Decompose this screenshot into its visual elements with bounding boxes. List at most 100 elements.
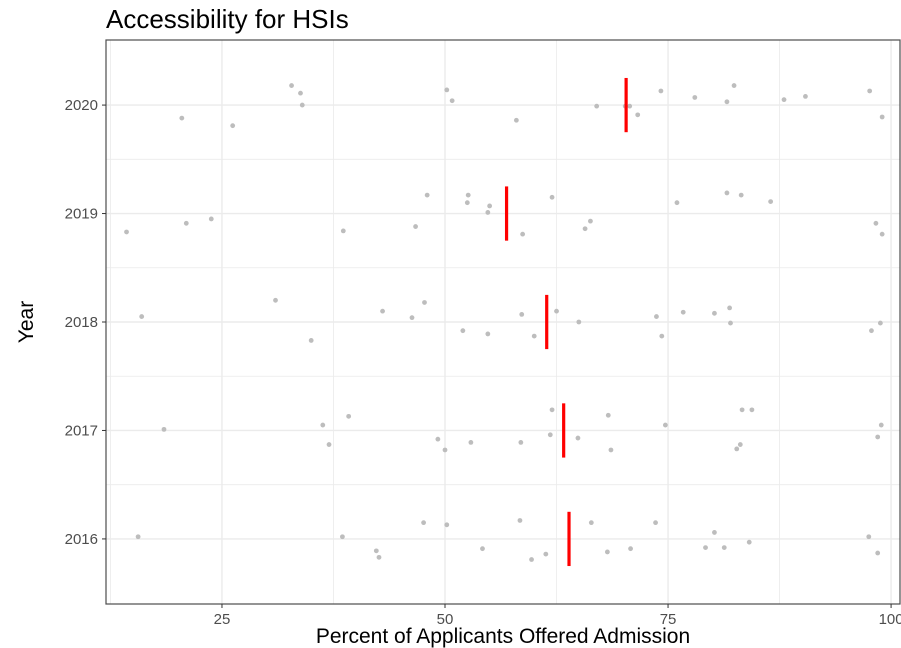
data-point <box>659 333 665 339</box>
data-point <box>549 194 555 200</box>
data-point <box>588 218 593 224</box>
data-point <box>485 210 491 215</box>
data-point <box>608 447 614 453</box>
data-point <box>803 94 808 99</box>
data-point <box>781 97 787 103</box>
data-point <box>554 308 559 314</box>
data-point <box>413 224 418 229</box>
data-point <box>435 436 441 442</box>
data-point <box>183 220 189 226</box>
data-point <box>724 190 730 196</box>
data-point <box>724 99 730 105</box>
data-point <box>604 549 610 555</box>
data-point <box>692 95 698 100</box>
y-tick-label: 2019 <box>65 206 98 223</box>
data-point <box>594 103 600 109</box>
data-point <box>179 115 185 121</box>
data-point <box>513 117 519 123</box>
data-point <box>531 333 537 339</box>
major-gridlines <box>106 40 900 604</box>
y-tick-label: 2018 <box>65 314 98 331</box>
data-point <box>627 103 633 109</box>
data-point <box>738 192 744 198</box>
data-point <box>373 548 379 554</box>
data-point <box>289 83 294 88</box>
data-point <box>298 90 303 96</box>
y-tick-label: 2020 <box>65 97 98 114</box>
data-point <box>731 83 737 88</box>
data-point <box>869 328 874 334</box>
data-point <box>518 439 524 445</box>
data-point <box>721 545 727 550</box>
y-tick-label: 2017 <box>65 422 98 439</box>
y-axis: 2016 2017 2018 2019 2020 <box>65 97 106 548</box>
data-point <box>380 308 385 314</box>
data-point <box>517 518 523 523</box>
data-point <box>712 530 717 535</box>
data-point <box>340 534 345 540</box>
x-tick-label: 75 <box>660 611 677 628</box>
data-point <box>873 220 879 226</box>
data-point <box>230 123 236 129</box>
data-point <box>867 88 873 94</box>
data-point <box>465 192 471 198</box>
data-point <box>340 228 346 234</box>
data-point <box>628 546 633 552</box>
data-point <box>877 320 883 326</box>
data-point <box>139 314 145 319</box>
data-point <box>727 305 733 311</box>
data-point <box>464 200 470 206</box>
data-point <box>519 312 525 317</box>
data-point <box>273 297 278 303</box>
data-point <box>635 112 641 118</box>
x-tick-label: 50 <box>437 611 454 628</box>
y-tick-label: 2016 <box>65 531 98 548</box>
data-point <box>749 407 755 413</box>
data-point <box>480 546 485 552</box>
data-point <box>549 407 555 413</box>
data-point <box>468 439 474 445</box>
data-point <box>409 315 415 321</box>
data-point <box>376 554 382 560</box>
data-point <box>449 98 455 104</box>
data-point <box>658 88 664 94</box>
data-point <box>124 229 129 235</box>
data-point <box>299 102 305 108</box>
data-point <box>879 114 885 120</box>
data-point <box>444 522 450 528</box>
data-point <box>422 300 427 305</box>
data-point <box>653 520 658 526</box>
data-point <box>588 520 594 526</box>
data-point <box>444 87 450 93</box>
data-point <box>442 447 448 453</box>
data-point <box>582 226 588 232</box>
data-point <box>703 545 708 550</box>
data-point <box>737 442 743 447</box>
data-point <box>746 539 752 545</box>
y-axis-title: Year <box>15 301 38 343</box>
data-points <box>124 83 885 562</box>
data-point <box>662 422 668 428</box>
data-point <box>161 426 167 432</box>
data-point <box>424 192 430 198</box>
data-point <box>346 413 352 419</box>
x-tick-label: 25 <box>214 611 231 628</box>
data-point <box>208 216 214 222</box>
data-point <box>320 422 326 428</box>
mean-markers <box>504 77 628 567</box>
data-point <box>768 199 774 205</box>
data-point <box>135 534 141 540</box>
data-point <box>543 551 549 557</box>
chart-title: Accessibility for HSIs <box>106 4 349 34</box>
data-point <box>866 534 872 540</box>
data-point <box>734 446 740 452</box>
data-point <box>875 434 881 440</box>
data-point <box>875 550 881 556</box>
data-point <box>739 407 745 413</box>
x-axis: 25 50 75 100 <box>214 604 901 628</box>
x-axis-title: Percent of Applicants Offered Admission <box>316 625 690 648</box>
data-point <box>712 310 717 316</box>
data-point <box>680 309 686 315</box>
data-point <box>460 328 466 334</box>
data-point <box>520 231 526 237</box>
